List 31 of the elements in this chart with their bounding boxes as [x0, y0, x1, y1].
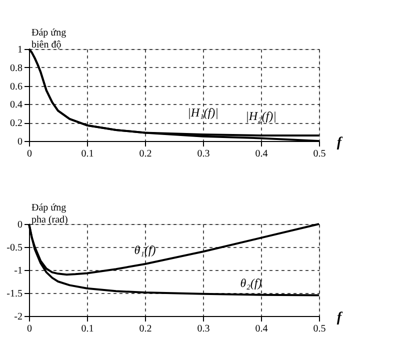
x-tick-label: 0 [27, 148, 32, 160]
x-tick-label: 0.3 [197, 324, 210, 334]
series-label: θ₂(f) [240, 276, 262, 290]
x-tick-label: 0.1 [81, 324, 94, 334]
x-tick-label: 0.3 [197, 148, 210, 160]
y-tick-label: 0 [18, 136, 22, 148]
y-axis-title: Đáp ứng pha (rad) [32, 202, 68, 226]
series-label: |H₁(f)| [188, 106, 218, 120]
y-tick-label: 1 [18, 44, 22, 56]
series-label: |H₂(f)| [246, 109, 276, 124]
y-tick-label: -0.5 [6, 242, 22, 254]
y-tick-label: 0.4 [10, 100, 22, 111]
y-tick-label: -1.5 [6, 288, 22, 300]
x-axis-title: f [336, 310, 343, 326]
x-tick-label: 0 [27, 324, 32, 334]
x-tick-label: 0.4 [255, 324, 268, 334]
y-tick-label: 0.2 [10, 118, 22, 130]
y-tick-label: -1 [14, 266, 22, 276]
y-tick-label: -2 [14, 312, 22, 322]
y-tick-label: 0 [18, 220, 22, 230]
x-tick-label: 0.1 [81, 148, 94, 160]
x-axis-title: f [336, 136, 343, 150]
y-tick-label: 0.8 [10, 62, 22, 74]
x-tick-label: 0.2 [139, 324, 152, 334]
series-label: θ₁(f) [134, 243, 156, 258]
x-tick-label: 0.4 [255, 148, 268, 160]
y-tick-label: 0.6 [10, 81, 22, 92]
x-tick-label: 0.2 [139, 148, 152, 160]
x-tick-label: 0.5 [313, 324, 326, 334]
y-axis-title: Đáp ứng biên độ [32, 28, 66, 50]
x-tick-label: 0.5 [313, 148, 326, 160]
